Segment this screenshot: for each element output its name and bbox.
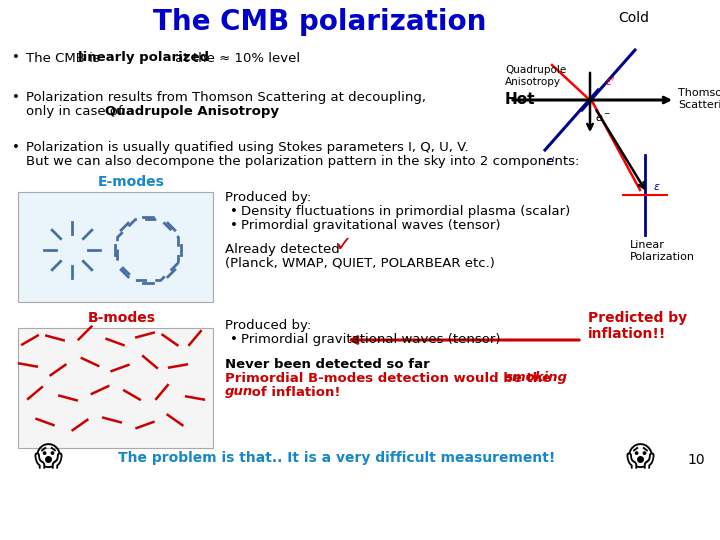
Text: •: • [12,91,20,105]
Text: Quadrupole
Anisotropy: Quadrupole Anisotropy [505,65,566,86]
Text: Primordial B-modes detection would be the: Primordial B-modes detection would be th… [225,372,556,384]
Text: •: • [12,51,20,64]
Text: only in case of: only in case of [26,105,127,118]
Text: The CMB polarization: The CMB polarization [153,8,487,36]
Text: •: • [230,334,238,347]
Text: $e^-$: $e^-$ [595,112,611,124]
Text: Linear
Polarization: Linear Polarization [630,240,695,261]
Text: ✓: ✓ [335,235,353,255]
Text: 😱: 😱 [34,444,63,472]
Text: of inflation!: of inflation! [247,386,341,399]
Bar [18,328,213,448]
Text: •: • [230,206,238,219]
Text: Already detected: Already detected [225,242,340,255]
Text: (Planck, WMAP, QUIET, POLARBEAR etc.): (Planck, WMAP, QUIET, POLARBEAR etc.) [225,256,495,269]
Text: Predicted by
inflation!!: Predicted by inflation!! [588,311,687,341]
Text: •: • [230,219,238,233]
Text: Produced by:: Produced by: [225,319,311,332]
Text: B-modes: B-modes [88,311,156,325]
Text: Polarization is usually quatified using Stokes parameters I, Q, U, V.: Polarization is usually quatified using … [26,141,469,154]
Text: Cold: Cold [618,11,649,25]
Text: $\varepsilon'$: $\varepsilon'$ [605,76,616,89]
Text: The CMB is: The CMB is [26,51,104,64]
Bar [18,192,213,302]
Text: Primordial gravitational waves (tensor): Primordial gravitational waves (tensor) [241,219,500,233]
Text: •: • [12,141,20,154]
Text: Primordial gravitational waves (tensor): Primordial gravitational waves (tensor) [241,334,500,347]
Text: Hot: Hot [505,92,536,107]
Text: 10: 10 [688,453,705,467]
Text: $\varepsilon'$: $\varepsilon'$ [545,156,555,168]
Text: gun: gun [225,386,253,399]
Text: Quadrupole Anisotropy: Quadrupole Anisotropy [105,105,279,118]
Text: Produced by:: Produced by: [225,192,311,205]
Text: Never been detected so far: Never been detected so far [225,359,430,372]
Text: Polarization results from Thomson Scattering at decoupling,: Polarization results from Thomson Scatte… [26,91,426,105]
Text: 😱: 😱 [626,444,654,472]
Text: smoking: smoking [505,372,568,384]
Text: at the ≈ 10% level: at the ≈ 10% level [171,51,300,64]
Text: Density fluctuations in primordial plasma (scalar): Density fluctuations in primordial plasm… [241,206,570,219]
Text: Thomson
Scattering: Thomson Scattering [678,88,720,110]
Text: E-modes: E-modes [98,175,165,189]
Text: $\varepsilon$: $\varepsilon$ [653,182,661,192]
Text: linearly polarized: linearly polarized [78,51,209,64]
Text: But we can also decompone the polarization pattern in the sky into 2 components:: But we can also decompone the polarizati… [26,156,580,168]
Text: The problem is that.. It is a very difficult measurement!: The problem is that.. It is a very diffi… [118,451,555,465]
